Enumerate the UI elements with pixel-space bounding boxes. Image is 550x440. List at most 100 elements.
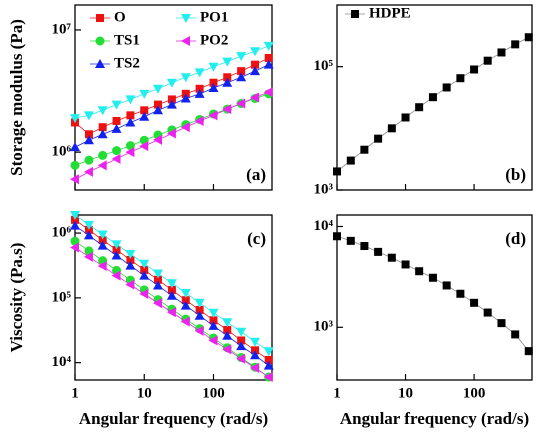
- marker: [236, 72, 247, 82]
- marker: [111, 240, 122, 250]
- marker: [83, 166, 93, 177]
- marker: [84, 155, 94, 165]
- marker: [167, 95, 176, 104]
- marker: [125, 250, 136, 260]
- marker: [524, 347, 533, 356]
- legend-marker: [95, 36, 105, 46]
- marker: [263, 87, 273, 98]
- marker: [180, 122, 190, 133]
- marker: [497, 319, 506, 328]
- y-tick-label: 10⁵: [52, 289, 72, 305]
- legend-marker: [181, 14, 191, 23]
- y-tick-label: 10³: [314, 181, 334, 197]
- marker: [222, 57, 233, 67]
- axes-frame: [74, 4, 273, 191]
- marker: [180, 93, 191, 103]
- marker: [152, 269, 163, 279]
- marker: [84, 130, 93, 139]
- marker: [511, 40, 520, 49]
- x-tick-label: 10: [398, 385, 413, 401]
- legend-label: HDPE: [369, 5, 411, 21]
- marker: [166, 279, 177, 289]
- marker: [428, 93, 437, 102]
- marker: [374, 247, 383, 256]
- marker: [153, 275, 162, 284]
- marker: [194, 68, 205, 78]
- marker: [401, 260, 410, 269]
- marker: [195, 305, 204, 314]
- marker: [98, 236, 107, 245]
- marker: [236, 341, 247, 351]
- y-axis-label: Storage modulus (Pa): [7, 19, 26, 176]
- x-tick-label: 10: [137, 385, 152, 401]
- legend-label: TS1: [114, 32, 140, 48]
- legend-marker: [181, 36, 190, 46]
- marker: [152, 280, 163, 290]
- marker: [152, 105, 163, 115]
- marker: [483, 308, 492, 317]
- marker: [208, 82, 219, 92]
- marker: [374, 134, 383, 143]
- marker: [387, 253, 396, 262]
- marker: [222, 77, 233, 87]
- marker: [70, 174, 79, 185]
- marker: [456, 289, 465, 298]
- panel-label: (b): [505, 165, 526, 184]
- marker: [194, 298, 205, 308]
- marker: [166, 78, 177, 88]
- marker: [428, 273, 437, 282]
- marker: [236, 52, 247, 62]
- marker: [111, 250, 122, 260]
- marker: [139, 111, 150, 121]
- marker: [112, 146, 122, 156]
- marker: [111, 270, 121, 281]
- marker: [470, 65, 479, 74]
- marker: [83, 135, 94, 145]
- marker: [84, 225, 93, 234]
- marker: [208, 335, 218, 346]
- marker: [166, 99, 177, 109]
- marker: [97, 129, 108, 139]
- marker: [125, 95, 136, 105]
- marker: [208, 62, 219, 72]
- marker: [97, 240, 108, 250]
- marker: [125, 117, 136, 127]
- marker: [152, 134, 162, 145]
- marker: [126, 255, 135, 264]
- axes-frame: [336, 214, 533, 381]
- marker: [208, 110, 218, 121]
- y-tick-label: 10⁴: [52, 354, 72, 370]
- marker: [166, 307, 176, 318]
- marker: [180, 300, 191, 310]
- marker: [237, 336, 246, 345]
- panel: 10⁶ 10⁷ (a) Storage modulus (Pa) O TS1 TS2 PO1 P…: [7, 4, 274, 191]
- panel: 10³ 10⁵ (b) HDPE: [314, 4, 533, 197]
- marker: [181, 296, 190, 305]
- marker: [153, 100, 162, 109]
- marker: [180, 288, 191, 298]
- marker: [263, 59, 274, 69]
- marker: [97, 106, 108, 116]
- marker: [209, 78, 218, 87]
- marker: [70, 142, 80, 152]
- marker: [208, 308, 219, 318]
- y-axis-label: Viscosity (Pa.s): [7, 243, 26, 353]
- marker: [250, 92, 260, 103]
- marker: [139, 89, 150, 99]
- marker: [194, 325, 204, 336]
- marker: [194, 115, 204, 126]
- panel: 1 10 100 10⁴ 10⁵ 10⁶ (c) Viscosity (Pa.s) Angula…: [7, 211, 274, 428]
- marker: [83, 111, 94, 121]
- marker: [223, 325, 232, 334]
- marker: [264, 53, 273, 62]
- marker: [194, 88, 205, 98]
- marker: [360, 145, 369, 154]
- marker: [166, 290, 177, 300]
- marker: [223, 73, 232, 82]
- marker: [70, 236, 80, 246]
- marker: [98, 150, 108, 160]
- x-tick-label: 100: [202, 385, 225, 401]
- marker: [139, 270, 150, 280]
- marker: [166, 128, 176, 139]
